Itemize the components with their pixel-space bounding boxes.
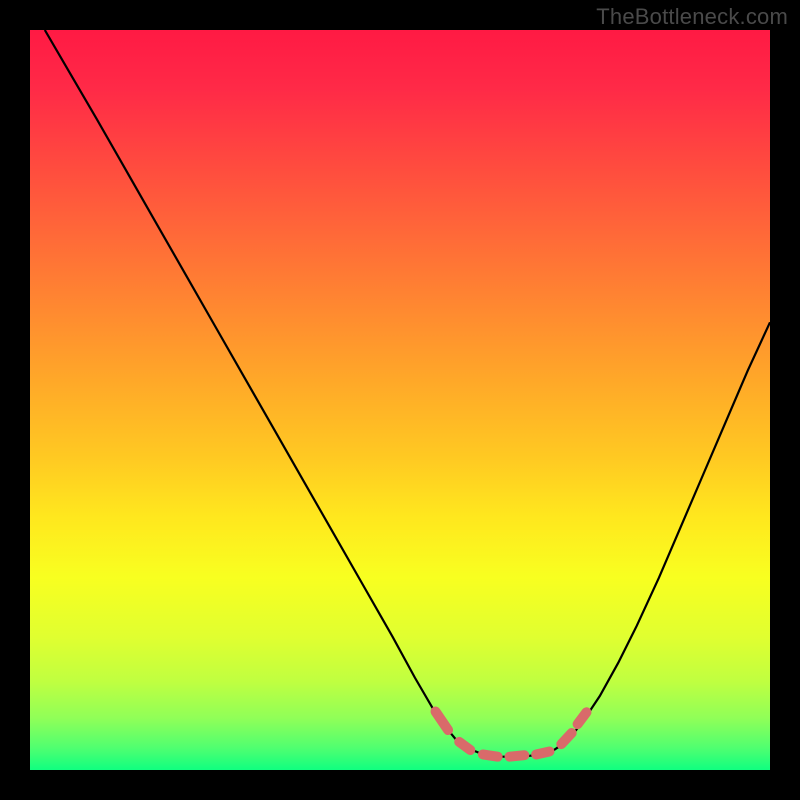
highlight-dash: [483, 754, 498, 756]
highlight-dash: [510, 755, 525, 756]
watermark-text: TheBottleneck.com: [596, 4, 788, 30]
bottleneck-chart: [30, 30, 770, 770]
highlight-dash: [578, 712, 587, 724]
highlight-dash: [459, 742, 470, 750]
chart-background: [30, 30, 770, 770]
highlight-dash: [536, 752, 549, 755]
chart-svg: [30, 30, 770, 770]
